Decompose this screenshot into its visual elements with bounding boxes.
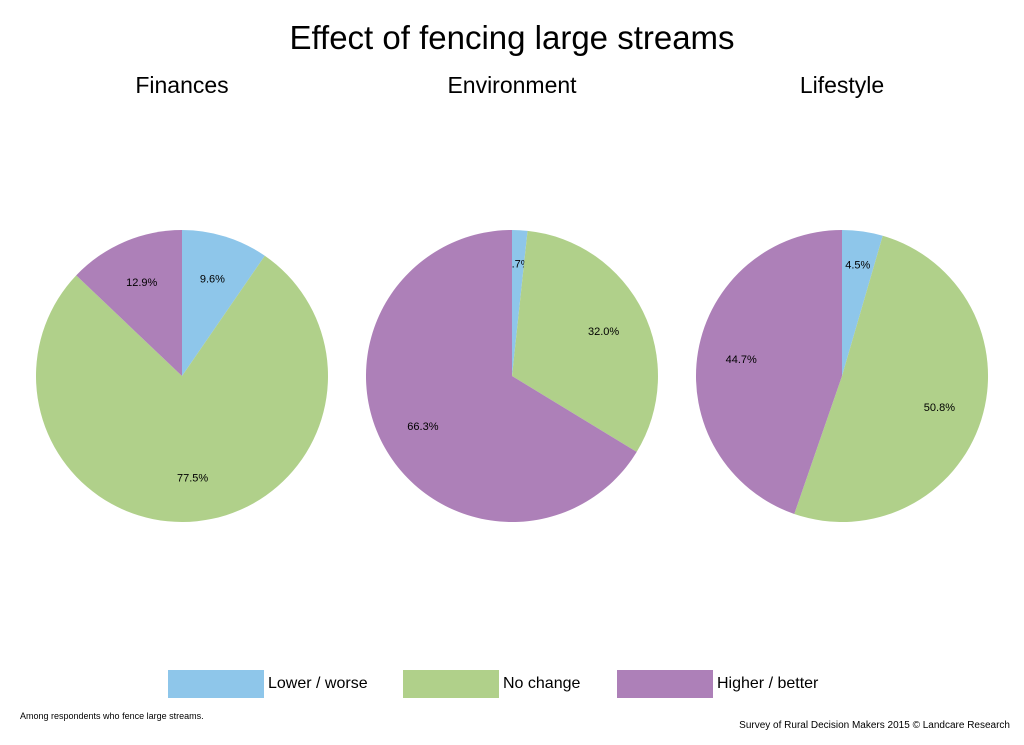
source-credit: Survey of Rural Decision Makers 2015 © L… bbox=[739, 720, 1010, 731]
pie-slice-environment-no-change bbox=[512, 230, 658, 452]
pie-label-finances-no-change: 77.5% bbox=[177, 473, 208, 485]
legend-label: No change bbox=[503, 675, 581, 692]
legend-label: Lower / worse bbox=[268, 675, 368, 692]
legend-label: Higher / better bbox=[717, 675, 819, 692]
pie-slice-lifestyle-higher-better bbox=[695, 230, 842, 514]
legend-item-no-change: No change bbox=[403, 670, 580, 698]
pie-label-lifestyle-lower-worse: 4.5% bbox=[845, 260, 870, 272]
pie-slice-finances-higher-better bbox=[76, 230, 182, 376]
legend-swatch-no-change bbox=[403, 670, 499, 698]
pie-label-lifestyle-higher-better: 44.7% bbox=[726, 354, 757, 366]
legend-swatch-lower-worse bbox=[168, 670, 264, 698]
legend-item-lower-worse: Lower / worse bbox=[168, 670, 368, 698]
pie-label-finances-lower-worse: 9.6% bbox=[200, 273, 225, 285]
pie-label-finances-higher-better: 12.9% bbox=[126, 277, 157, 289]
pie-slice-lifestyle-no-change bbox=[794, 235, 989, 523]
pie-slice-lifestyle-lower-worse bbox=[842, 230, 883, 376]
pie-title-finances: Finances bbox=[135, 72, 229, 98]
pie-slice-environment-higher-better bbox=[365, 230, 637, 522]
pie-title-environment: Environment bbox=[447, 72, 577, 98]
legend-swatch-higher-better bbox=[617, 670, 713, 698]
pie-slice-finances-lower-worse bbox=[182, 230, 265, 376]
pie-label-lifestyle-no-change: 50.8% bbox=[924, 402, 955, 414]
pie-label-environment-no-change: 32.0% bbox=[588, 326, 619, 338]
footnote: Among respondents who fence large stream… bbox=[20, 711, 204, 721]
pie-label-environment-higher-better: 66.3% bbox=[407, 421, 438, 433]
pie-slice-finances-no-change bbox=[36, 255, 329, 522]
pie-slice-environment-lower-worse bbox=[512, 229, 528, 376]
legend-item-higher-better: Higher / better bbox=[617, 670, 818, 698]
pie-title-lifestyle: Lifestyle bbox=[799, 72, 885, 98]
chart-title: Effect of fencing large streams bbox=[289, 19, 735, 56]
